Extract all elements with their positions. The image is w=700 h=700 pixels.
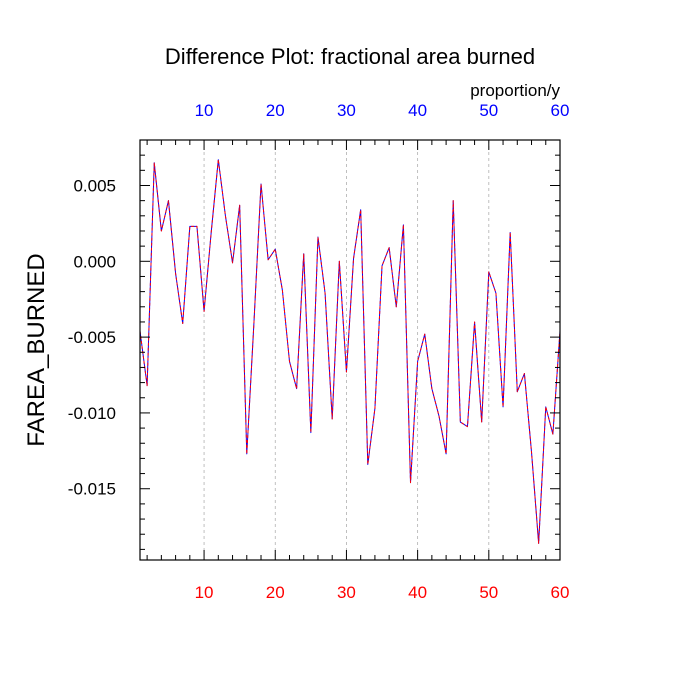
series-group <box>139 159 561 544</box>
y-axis-label: FAREA_BURNED <box>23 253 50 446</box>
x-tick-label-top: 10 <box>195 101 214 120</box>
x-tick-label-bottom: 30 <box>337 583 356 602</box>
x-tick-label-bottom: 10 <box>195 583 214 602</box>
plot-frame <box>139 139 561 561</box>
x-tick-label-top: 30 <box>337 101 356 120</box>
tick-labels: 10 10 20 20 30 30 40 40 50 50 60 60 0.005 0.000 -0.005… <box>68 101 570 602</box>
x-tick-label-top: 50 <box>479 101 498 120</box>
grid <box>203 140 490 560</box>
y-tick-label: -0.010 <box>68 404 116 423</box>
x-tick-label-bottom: 40 <box>408 583 427 602</box>
x-tick-label-bottom: 50 <box>479 583 498 602</box>
x-tick-label-top: 20 <box>266 101 285 120</box>
series-line-2 <box>139 159 561 544</box>
x-tick-label-top: 40 <box>408 101 427 120</box>
y-tick-label: 0.005 <box>73 176 116 195</box>
chart-title: Difference Plot: fractional area burned <box>165 44 535 69</box>
x-tick-label-bottom: 20 <box>266 583 285 602</box>
y-tick-label: -0.015 <box>68 480 116 499</box>
x-tick-label-bottom: 60 <box>551 583 570 602</box>
y-tick-label: 0.000 <box>73 252 116 271</box>
ticks <box>140 140 561 560</box>
x-tick-label-top: 60 <box>551 101 570 120</box>
y-tick-label: -0.005 <box>68 328 116 347</box>
units-label: proportion/y <box>470 81 560 100</box>
